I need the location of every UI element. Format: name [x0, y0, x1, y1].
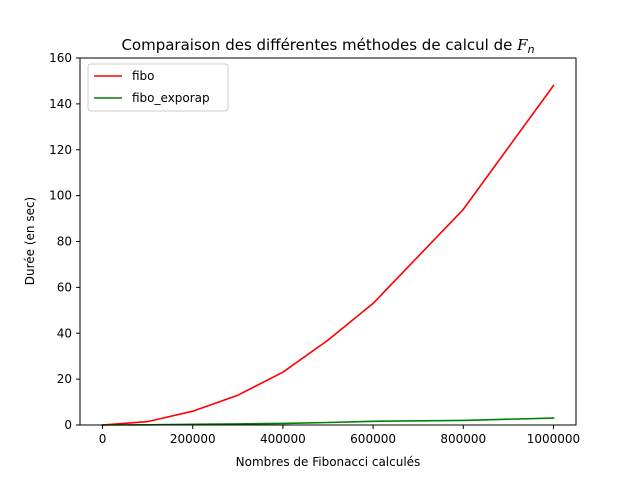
y-tick-label: 120	[49, 143, 72, 157]
chart-title-math-subscript: n	[528, 43, 535, 56]
legend-label-fibo_exporap: fibo_exporap	[132, 91, 210, 105]
chart-title: Comparaison des différentes méthodes de …	[121, 36, 534, 56]
y-tick-label: 100	[49, 189, 72, 203]
chart-title-math: F	[516, 36, 528, 54]
x-tick-label: 800000	[440, 432, 486, 446]
x-tick-label: 600000	[350, 432, 396, 446]
y-axis: 0 20 40 60 80 100 120 140 160	[49, 51, 80, 432]
series-line-fibo	[101, 84, 555, 426]
y-tick-label: 80	[57, 235, 72, 249]
x-axis: 0 200000 400000 600000 800000 1000000	[99, 425, 580, 446]
y-tick-label: 160	[49, 51, 72, 65]
y-tick-label: 60	[57, 280, 72, 294]
x-tick-label: 200000	[170, 432, 216, 446]
legend-label-fibo: fibo	[132, 69, 155, 83]
axes-frame	[79, 57, 577, 426]
legend: fibo fibo_exporap	[87, 63, 229, 112]
y-tick-label: 40	[57, 326, 72, 340]
x-tick-label: 400000	[260, 432, 306, 446]
plot-area: 0 200000 400000 600000 800000 1000000 0 20 40 60…	[49, 51, 580, 446]
x-tick-label: 0	[99, 432, 107, 446]
y-tick-label: 140	[49, 97, 72, 111]
x-axis-label: Nombres de Fibonacci calculés	[236, 455, 421, 469]
y-tick-label: 20	[57, 372, 72, 386]
y-tick-label: 0	[64, 418, 72, 432]
x-tick-label: 1000000	[527, 432, 580, 446]
legend-box	[87, 63, 229, 112]
chart-title-text: Comparaison des différentes méthodes de …	[121, 36, 517, 54]
y-axis-label: Durée (en sec)	[23, 197, 37, 286]
